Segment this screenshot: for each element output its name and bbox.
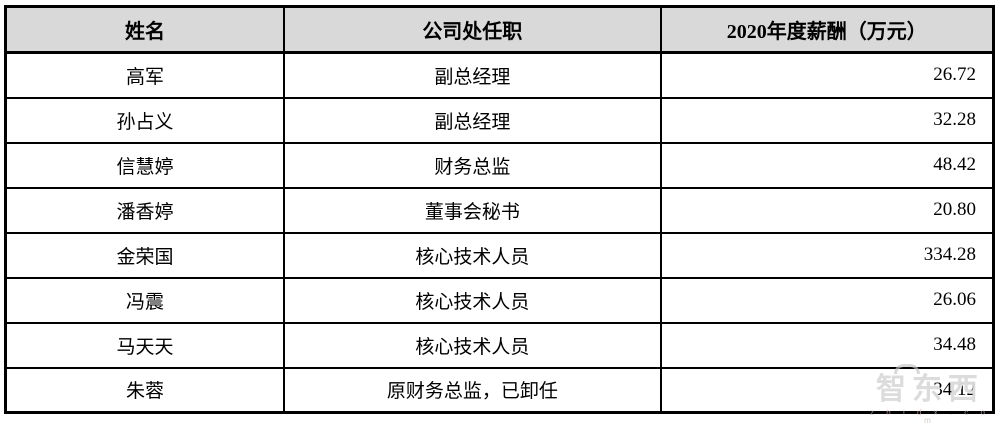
cell-salary: 34.12 [659, 366, 995, 414]
cell-salary: 20.80 [659, 186, 995, 234]
cell-position: 核心技术人员 [283, 231, 662, 279]
cell-salary: 48.42 [659, 141, 995, 189]
header-cell-name: 姓名 [4, 5, 286, 54]
cell-name: 冯震 [4, 276, 286, 324]
cell-name: 信慧婷 [4, 141, 286, 189]
table-row: 马天天 核心技术人员 34.48 [4, 321, 995, 369]
table-row: 朱蓉 原财务总监，已卸任 34.12 [4, 366, 995, 414]
table-row: 金荣国 核心技术人员 334.28 [4, 231, 995, 279]
cell-position: 财务总监 [283, 141, 662, 189]
cell-position: 原财务总监，已卸任 [283, 366, 662, 414]
cell-position: 核心技术人员 [283, 321, 662, 369]
cell-salary: 334.28 [659, 231, 995, 279]
cell-name: 金荣国 [4, 231, 286, 279]
cell-name: 潘香婷 [4, 186, 286, 234]
cell-position: 核心技术人员 [283, 276, 662, 324]
header-cell-position: 公司处任职 [283, 5, 662, 54]
table-row: 高军 副总经理 26.72 [4, 51, 995, 99]
cell-name: 马天天 [4, 321, 286, 369]
cell-position: 副总经理 [283, 51, 662, 99]
table-header: 姓名 公司处任职 2020年度薪酬（万元） [4, 5, 995, 54]
cell-position: 副总经理 [283, 96, 662, 144]
header-row: 姓名 公司处任职 2020年度薪酬（万元） [4, 5, 995, 54]
cell-name: 朱蓉 [4, 366, 286, 414]
table-body: 高军 副总经理 26.72 孙占义 副总经理 32.28 信慧婷 财务总监 48… [4, 51, 995, 414]
salary-table: 姓名 公司处任职 2020年度薪酬（万元） 高军 副总经理 26.72 孙占义 … [4, 5, 995, 414]
table-row: 孙占义 副总经理 32.28 [4, 96, 995, 144]
cell-name: 高军 [4, 51, 286, 99]
cell-salary: 26.06 [659, 276, 995, 324]
cell-salary: 26.72 [659, 51, 995, 99]
cell-salary: 32.28 [659, 96, 995, 144]
header-cell-salary: 2020年度薪酬（万元） [659, 5, 995, 54]
cell-name: 孙占义 [4, 96, 286, 144]
cell-salary: 34.48 [659, 321, 995, 369]
table-row: 冯震 核心技术人员 26.06 [4, 276, 995, 324]
table-row: 潘香婷 董事会秘书 20.80 [4, 186, 995, 234]
table-row: 信慧婷 财务总监 48.42 [4, 141, 995, 189]
cell-position: 董事会秘书 [283, 186, 662, 234]
